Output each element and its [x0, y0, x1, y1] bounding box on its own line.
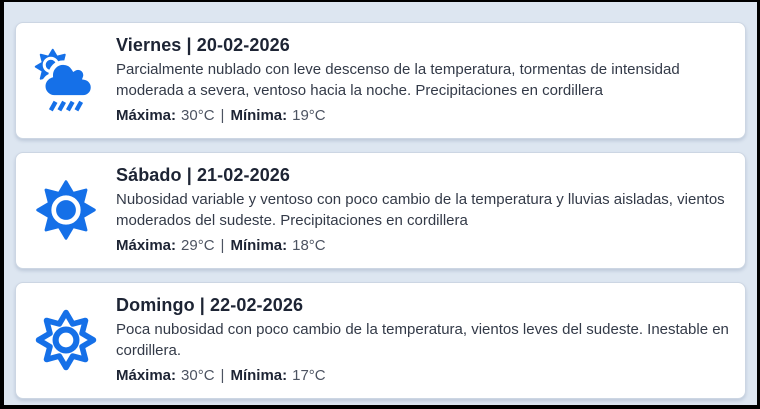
sun-outline-icon	[32, 306, 100, 374]
min-temp-label: Mínima:	[230, 237, 288, 255]
min-temp-value: 17°C	[292, 367, 326, 385]
min-temp-value: 19°C	[292, 107, 326, 125]
temperature-line: Máxima: 29°C | Mínima: 18°C	[116, 237, 729, 254]
min-temp-label: Mínima:	[230, 367, 288, 385]
max-temp-value: 30°C	[181, 367, 215, 385]
card-content: Domingo | 22-02-2026 Poca nubosidad con …	[116, 295, 729, 385]
temp-separator: |	[220, 107, 225, 125]
weather-icon-wrap	[28, 176, 104, 244]
forecast-card-domingo: Domingo | 22-02-2026 Poca nubosidad con …	[15, 282, 746, 399]
card-content: Viernes | 20-02-2026 Parcialmente nublad…	[116, 35, 729, 125]
forecast-page: Viernes | 20-02-2026 Parcialmente nublad…	[4, 2, 757, 405]
max-temp-label: Máxima:	[116, 107, 177, 125]
temperature-line: Máxima: 30°C | Mínima: 17°C	[116, 367, 729, 384]
temp-separator: |	[220, 367, 225, 385]
forecast-card-sabado: Sábado | 21-02-2026 Nubosidad variable y…	[15, 152, 746, 269]
max-temp-value: 29°C	[181, 237, 215, 255]
weather-icon-wrap	[28, 306, 104, 374]
partly-cloudy-rain-icon	[30, 44, 102, 116]
min-temp-value: 18°C	[292, 237, 326, 255]
temp-separator: |	[220, 237, 225, 255]
card-title: Sábado | 21-02-2026	[116, 164, 291, 185]
card-title: Domingo | 22-02-2026	[116, 294, 304, 315]
weather-icon-wrap	[28, 44, 104, 116]
card-title: Viernes | 20-02-2026	[116, 34, 290, 55]
temperature-line: Máxima: 30°C | Mínima: 19°C	[116, 107, 729, 124]
max-temp-value: 30°C	[181, 107, 215, 125]
forecast-card-viernes: Viernes | 20-02-2026 Parcialmente nublad…	[15, 22, 746, 139]
min-temp-label: Mínima:	[230, 107, 288, 125]
card-content: Sábado | 21-02-2026 Nubosidad variable y…	[116, 165, 729, 255]
max-temp-label: Máxima:	[116, 367, 177, 385]
card-description: Nubosidad variable y ventoso con poco ca…	[116, 190, 725, 229]
max-temp-label: Máxima:	[116, 237, 177, 255]
card-description: Parcialmente nublado con leve descenso d…	[116, 60, 680, 99]
card-description: Poca nubosidad con poco cambio de la tem…	[116, 320, 729, 359]
sun-icon	[32, 176, 100, 244]
